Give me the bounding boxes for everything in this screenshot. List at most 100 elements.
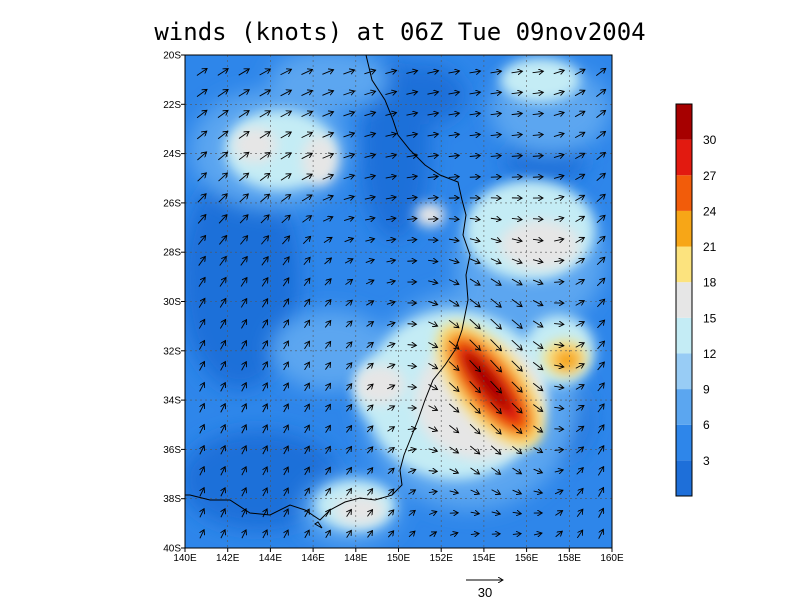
wind-arrow (284, 362, 289, 371)
reference-vector: 30 (466, 580, 503, 600)
wind-arrow (304, 320, 309, 329)
wind-arrow (490, 402, 502, 413)
wind-arrow (386, 343, 395, 346)
wind-arrow (343, 91, 354, 95)
wind-arrow (322, 154, 334, 159)
wind-arrow (596, 257, 605, 266)
wind-arrow (575, 364, 584, 368)
wind-arrow (532, 92, 544, 93)
wind-arrow (284, 509, 288, 518)
colorbar-label: 6 (703, 418, 710, 432)
wind-arrow (326, 488, 331, 496)
wind-arrow (325, 383, 330, 391)
wind-arrow (218, 173, 228, 182)
wind-arrow (428, 471, 438, 472)
wind-arrow (512, 512, 522, 513)
wind-arrow (385, 134, 397, 137)
wind-arrow (346, 447, 351, 454)
wind-arrow (511, 259, 522, 263)
wind-arrow (196, 110, 207, 119)
wind-arrow (220, 341, 225, 350)
wind-arrow (448, 155, 460, 156)
wind-arrow (242, 488, 246, 497)
wind-arrow (197, 194, 206, 203)
wind-arrow (448, 177, 459, 178)
colorbar-swatch (676, 353, 692, 390)
wind-arrow (429, 511, 437, 514)
wind-arrow (470, 533, 479, 534)
wind-arrow (366, 447, 373, 454)
wind-arrow (553, 91, 564, 94)
wind-arrow (448, 259, 459, 262)
wind-arrow (469, 218, 480, 219)
wind-arrow (221, 488, 225, 497)
wind-arrow (490, 445, 501, 454)
x-tick-label: 144E (259, 553, 283, 564)
wind-arrow (284, 425, 288, 434)
wind-arrow (596, 278, 605, 287)
wind-arrow (575, 343, 584, 347)
wind-arrow (343, 154, 355, 158)
wind-arrow (470, 490, 480, 494)
wind-arrow (197, 173, 207, 182)
wind-arrow (490, 239, 501, 242)
wind-arrow (428, 384, 437, 389)
wind-arrow (448, 361, 459, 371)
wind-arrow (448, 319, 459, 327)
wind-arrow (575, 258, 585, 264)
wind-arrow (324, 279, 331, 286)
wind-arrow (263, 488, 267, 497)
wind-arrow (242, 425, 246, 434)
wind-arrow (387, 489, 394, 496)
wind-arrow (469, 318, 480, 328)
wind-arrow (199, 340, 204, 350)
wind-arrow (343, 175, 355, 178)
wind-arrow (386, 239, 395, 241)
colorbar-label: 12 (703, 347, 717, 361)
wind-arrow (280, 174, 291, 181)
wind-arrow (490, 156, 501, 157)
wind-arrow (512, 534, 521, 535)
wind-arrow (343, 112, 354, 116)
wind-arrow (597, 299, 604, 308)
wind-arrow (239, 173, 248, 182)
wind-arrow (387, 406, 394, 410)
wind-arrow (555, 531, 563, 538)
wind-arrow (469, 298, 480, 307)
wind-arrow (386, 302, 395, 305)
wind-arrow (198, 277, 205, 287)
wind-arrow (326, 509, 331, 517)
wind-arrow (511, 218, 522, 219)
wind-arrow (598, 529, 604, 539)
wind-arrow (428, 405, 438, 411)
wind-arrow (429, 532, 437, 536)
wind-arrow (428, 322, 437, 326)
wind-arrow (326, 467, 331, 475)
wind-arrow (364, 112, 375, 115)
colorbar-swatch (676, 246, 692, 283)
wind-arrow (407, 366, 417, 367)
wind-arrow (387, 364, 395, 367)
wind-arrow (301, 153, 313, 160)
wind-arrow (366, 322, 374, 327)
wind-arrow (574, 69, 585, 76)
wind-arrow (469, 445, 479, 454)
wind-arrow (197, 215, 206, 224)
wind-arrow (428, 362, 437, 368)
wind-arrow (284, 446, 288, 455)
wind-arrow (554, 407, 563, 408)
wind-arrow (596, 89, 605, 97)
wind-arrow (533, 404, 542, 411)
wind-arrow (347, 509, 352, 517)
wind-arrow (219, 320, 225, 329)
wind-arrow (261, 299, 267, 308)
wind-arrow (407, 387, 417, 388)
wind-arrow (554, 218, 564, 220)
wind-arrow (576, 530, 582, 539)
wind-arrow (387, 385, 394, 389)
wind-arrow (490, 92, 502, 94)
wind-arrow (365, 280, 374, 284)
y-axis: 20S 22S 24S 26S 28S 30S 32S 34S 36S 38S 40S (163, 51, 185, 555)
wind-arrow (323, 237, 332, 243)
wind-arrow (511, 360, 523, 371)
